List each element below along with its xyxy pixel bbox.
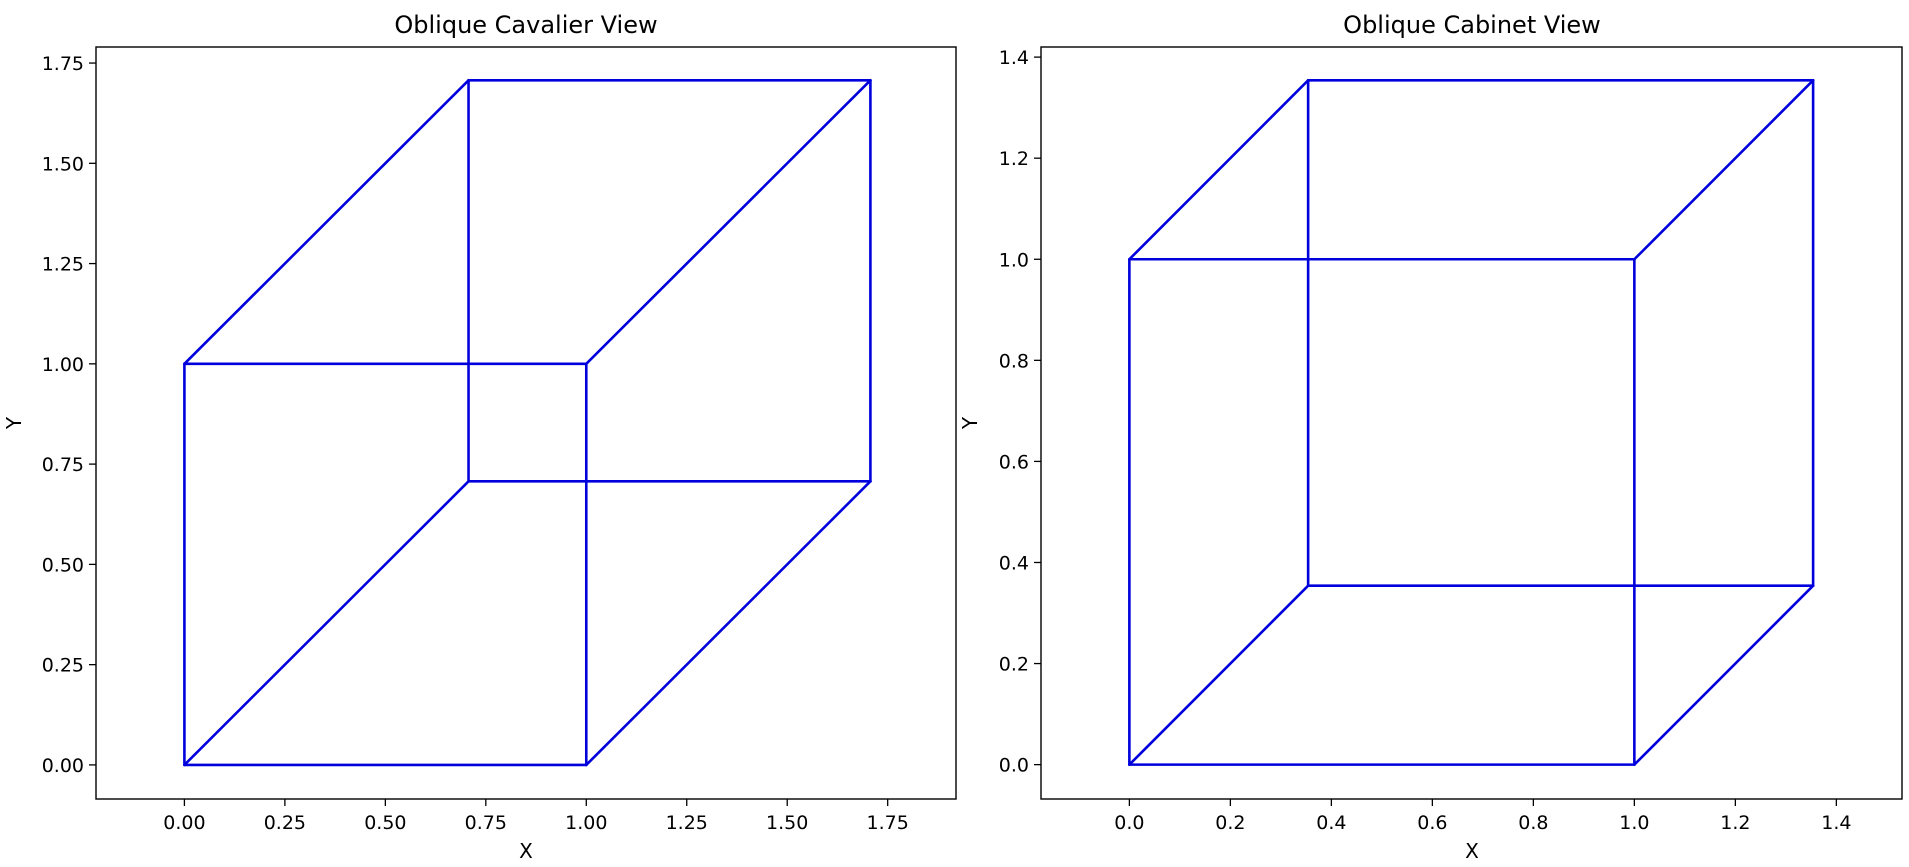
y-tick-label: 0.2 <box>999 654 1029 676</box>
x-axis-label: X <box>1465 839 1479 863</box>
axes-frame <box>95 46 957 800</box>
cube-edge <box>584 480 872 767</box>
y-tick-label: 0.25 <box>42 655 84 677</box>
y-tick-label: 0.0 <box>999 755 1029 777</box>
x-tick-label: 1.0 <box>1619 812 1649 834</box>
x-tick-label: 1.50 <box>766 812 808 834</box>
x-tick-label: 1.00 <box>565 812 607 834</box>
y-axis-label: Y <box>958 416 982 430</box>
cube-edge <box>183 480 470 767</box>
x-axis-ticks: 0.0 0.2 0.4 0.6 0.8 1.0 1.2 1.4 <box>1114 799 1851 834</box>
chart-title: Oblique Cavalier View <box>394 11 657 39</box>
y-tick-label: 1.75 <box>42 53 84 75</box>
x-axis-label: X <box>519 839 533 863</box>
cube-edges <box>183 78 872 767</box>
y-axis-ticks: 0.0 0.2 0.4 0.6 0.8 1.0 1.2 1.4 <box>999 47 1041 777</box>
y-tick-label: 0.8 <box>999 350 1029 372</box>
y-tick-label: 1.25 <box>42 254 84 276</box>
x-tick-label: 1.25 <box>666 812 708 834</box>
y-tick-label: 1.50 <box>42 153 84 175</box>
y-tick-label: 0.75 <box>42 454 84 476</box>
x-tick-label: 0.6 <box>1417 812 1447 834</box>
y-axis-ticks: 0.00 0.25 0.50 0.75 1.00 1.25 1.50 1.75 <box>42 53 96 777</box>
x-tick-label: 0.75 <box>465 812 507 834</box>
y-axis-label: Y <box>2 416 26 430</box>
cube-edge <box>584 78 872 366</box>
axes-frame <box>1040 46 1903 800</box>
x-tick-label: 0.0 <box>1114 812 1144 834</box>
x-tick-label: 0.00 <box>163 812 205 834</box>
cube-edge <box>1633 79 1815 261</box>
y-tick-label: 1.0 <box>999 249 1029 271</box>
y-tick-label: 0.00 <box>42 755 84 777</box>
x-tick-label: 0.8 <box>1518 812 1548 834</box>
x-tick-label: 0.50 <box>364 812 406 834</box>
cube-edge <box>1633 584 1815 766</box>
cube-edge <box>183 78 470 366</box>
y-tick-label: 1.00 <box>42 354 84 376</box>
x-tick-label: 1.75 <box>867 812 909 834</box>
x-axis-ticks: 0.00 0.25 0.50 0.75 1.00 1.25 1.50 1.75 <box>163 799 909 834</box>
chart-panel-cabinet: Oblique Cabinet View 0.0 0.2 0.4 0.6 0.8 1.0 1… <box>958 11 1903 863</box>
chart-panel-cavalier: Oblique Cavalier View 0.00 0.25 0.50 0.75 1.… <box>2 11 957 863</box>
x-tick-label: 1.4 <box>1821 812 1851 834</box>
x-tick-label: 1.2 <box>1720 812 1750 834</box>
y-tick-label: 1.2 <box>999 148 1029 170</box>
y-tick-label: 0.4 <box>999 552 1029 574</box>
cube-edge <box>1128 79 1310 261</box>
y-tick-label: 1.4 <box>999 47 1029 69</box>
y-tick-label: 0.6 <box>999 451 1029 473</box>
cube-edge <box>1128 584 1310 766</box>
y-tick-label: 0.50 <box>42 554 84 576</box>
cube-edges <box>1128 79 1815 766</box>
chart-title: Oblique Cabinet View <box>1343 11 1601 39</box>
x-tick-label: 0.2 <box>1215 812 1245 834</box>
x-tick-label: 0.4 <box>1316 812 1346 834</box>
x-tick-label: 0.25 <box>264 812 306 834</box>
